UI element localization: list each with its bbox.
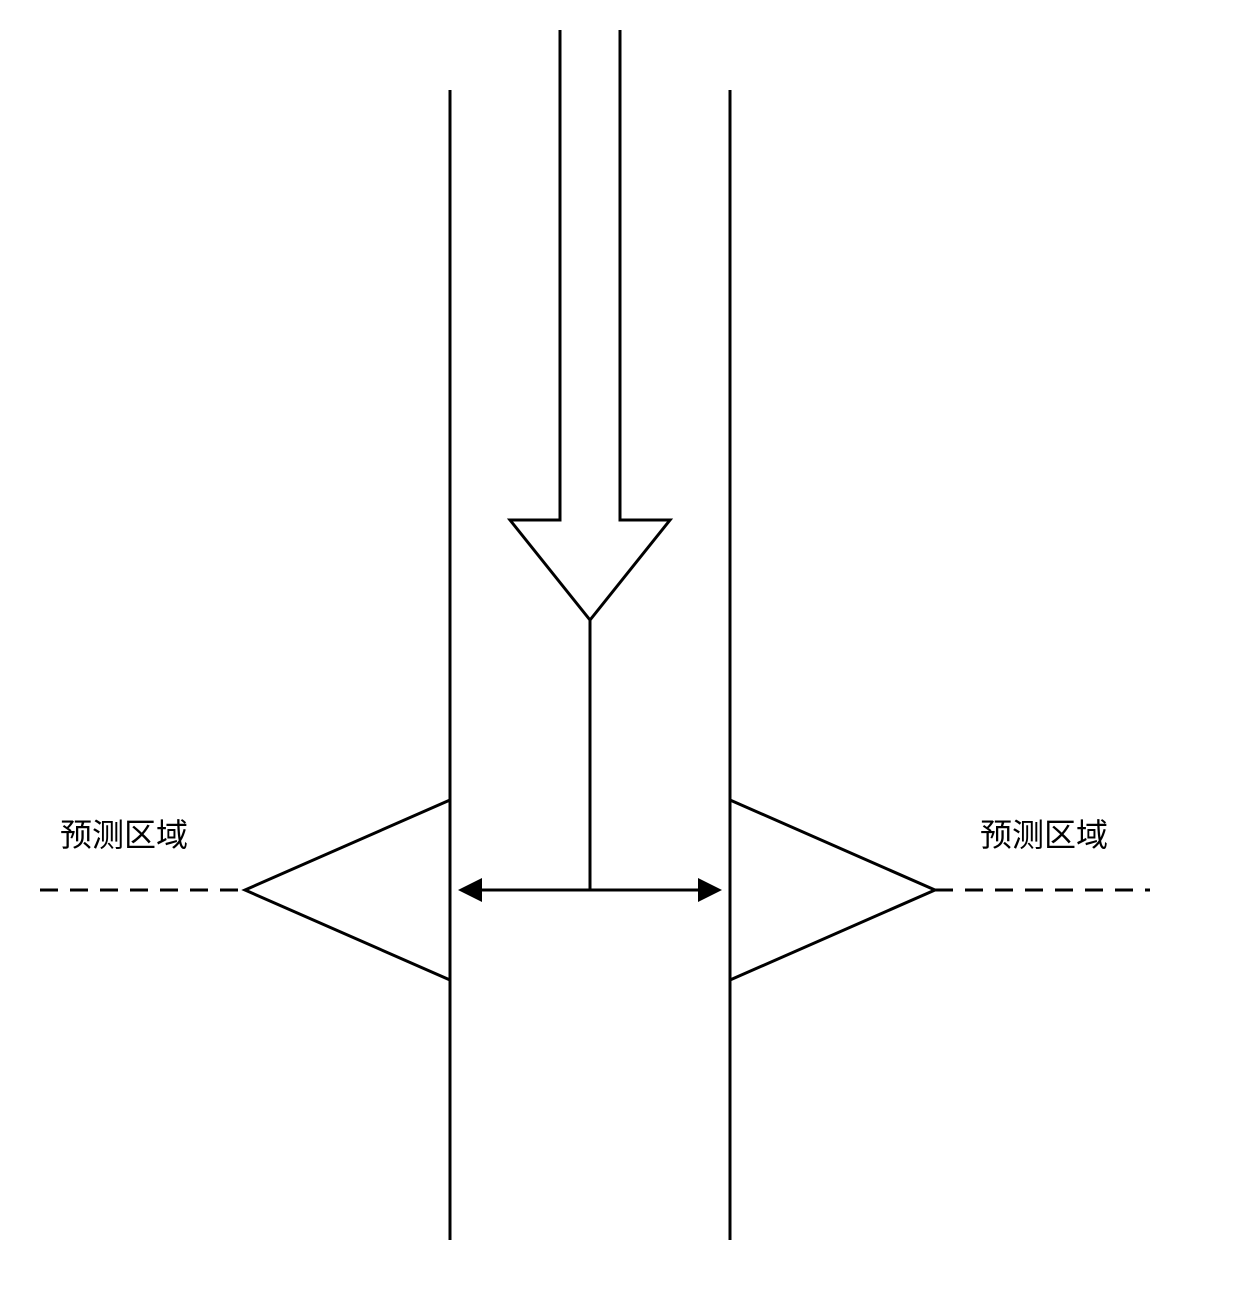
left-prediction-label: 预测区域 [60,810,188,856]
right-triangle [730,800,935,980]
horizontal-arrow-right-head [698,878,722,902]
right-prediction-label: 预测区域 [980,810,1108,856]
diagram-svg [0,0,1240,1289]
diagram-container: 预测区域 预测区域 [0,0,1240,1289]
top-arrow-outline [510,30,670,620]
left-triangle [245,800,450,980]
horizontal-arrow-left-head [458,878,482,902]
